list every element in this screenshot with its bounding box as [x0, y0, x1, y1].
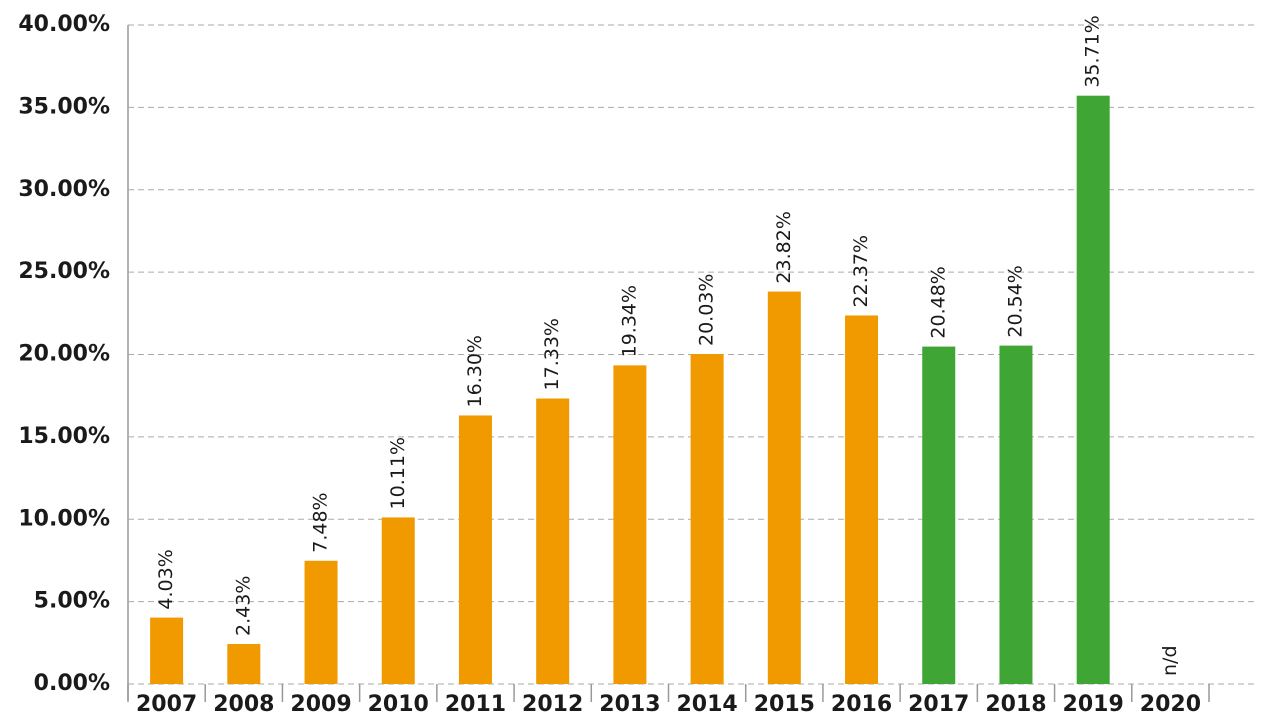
x-tick-label: 2018: [985, 692, 1046, 717]
x-tick-label: 2011: [445, 692, 506, 717]
value-label: 19.34%: [618, 285, 640, 357]
y-tick-label: 40.00%: [18, 12, 110, 37]
value-label: 20.54%: [1004, 265, 1026, 337]
bar: [1076, 95, 1110, 685]
value-label: 17.33%: [541, 318, 563, 390]
bar: [536, 398, 570, 684]
y-tick-label: 20.00%: [18, 342, 110, 367]
bar: [381, 517, 415, 684]
x-tick-label: 2013: [599, 692, 660, 717]
x-tick-label: 2015: [754, 692, 815, 717]
value-label: 10.11%: [387, 437, 409, 509]
x-tick-label: 2008: [213, 692, 274, 717]
bar: [845, 315, 879, 684]
value-label: 7.48%: [310, 492, 332, 552]
x-tick-label: 2009: [290, 692, 351, 717]
value-label: 4.03%: [155, 549, 177, 609]
value-label: 35.71%: [1082, 15, 1104, 87]
bar: [767, 291, 801, 684]
x-tick-label: 2017: [908, 692, 969, 717]
x-tick-label: 2012: [522, 692, 583, 717]
y-tick-label: 25.00%: [18, 259, 110, 284]
bar: [690, 354, 724, 684]
y-tick-label: 10.00%: [18, 506, 110, 531]
y-tick-label: 0.00%: [34, 671, 110, 696]
bar: [613, 365, 647, 684]
bar: [922, 346, 956, 684]
y-tick-label: 15.00%: [18, 424, 110, 449]
y-tick-label: 30.00%: [18, 177, 110, 202]
x-tick-label: 2019: [1063, 692, 1124, 717]
y-tick-label: 35.00%: [18, 94, 110, 119]
value-label: 20.48%: [927, 266, 949, 338]
x-tick-label: 2014: [676, 692, 737, 717]
value-label: 20.03%: [696, 274, 718, 346]
value-label: 2.43%: [232, 576, 254, 636]
bar: [227, 643, 261, 684]
value-label: n/d: [1159, 645, 1181, 676]
bar: [999, 345, 1033, 684]
bar: [458, 415, 492, 684]
value-label: 16.30%: [464, 335, 486, 407]
x-tick-label: 2020: [1140, 692, 1201, 717]
bar: [304, 560, 338, 684]
x-tick-label: 2007: [136, 692, 197, 717]
y-tick-label: 5.00%: [34, 589, 110, 614]
bar: [150, 617, 184, 684]
value-label: 22.37%: [850, 235, 872, 307]
x-tick-label: 2010: [368, 692, 429, 717]
value-label: 23.82%: [773, 211, 795, 283]
x-tick-label: 2016: [831, 692, 892, 717]
